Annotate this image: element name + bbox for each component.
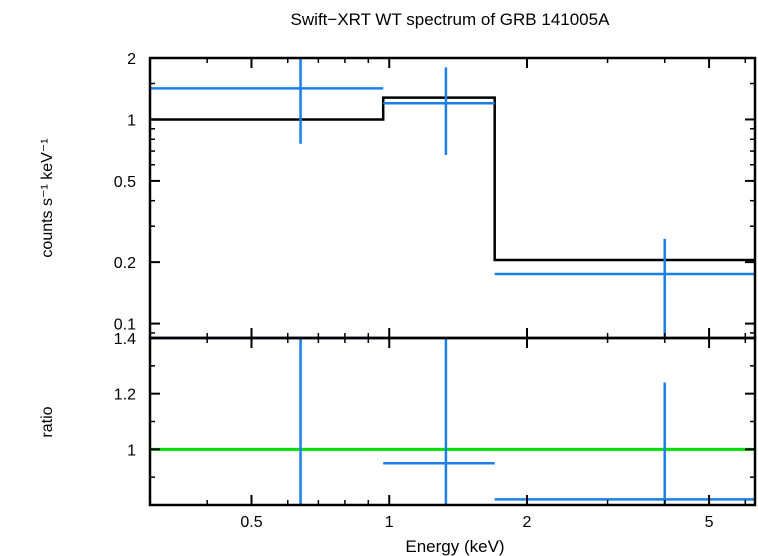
x-tick-label: 5 [705,514,714,531]
ratio-y-tick-label: 1.4 [114,331,136,348]
spectrum-y-tick-label: 1 [127,112,136,129]
spectrum-y-axis-label: counts s⁻¹ keV⁻¹ [39,138,56,257]
ratio-y-tick-label: 1 [127,442,136,459]
spectrum-y-tick-label: 2 [127,51,136,68]
x-tick-label: 0.5 [240,514,262,531]
spectrum-y-tick-label: 0.2 [114,255,136,272]
x-tick-label: 1 [385,514,394,531]
spectrum-y-tick-label: 0.5 [114,174,136,191]
plot-layer: 0.5 1 2 5 2 1 0.5 0.2 0.11.4 1.2 1 [114,51,757,531]
spectrum-y-tick-label: 0.1 [114,317,136,334]
ratio-y-tick-label: 1.2 [114,387,136,404]
x-tick-label: 2 [523,514,532,531]
chart-title: Swift−XRT WT spectrum of GRB 141005A [291,10,611,29]
x-axis-label: Energy (keV) [405,537,504,556]
model-step-line [150,96,755,262]
ratio-y-axis-label: ratio [39,406,56,437]
